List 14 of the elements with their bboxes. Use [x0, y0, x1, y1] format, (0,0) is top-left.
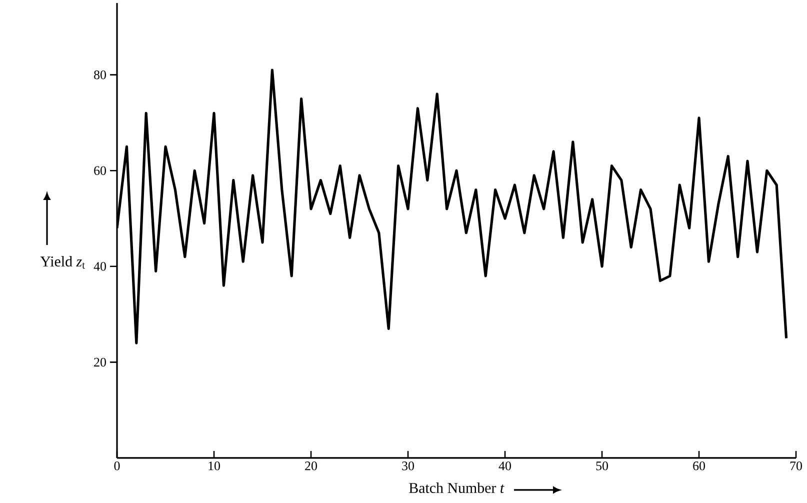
y-tick-label: 20	[94, 358, 106, 367]
y-axis-title: Yield z$_{t}$	[40, 256, 85, 269]
y-tick-label: 60	[94, 166, 106, 175]
y-tick-label: 80	[94, 70, 106, 80]
y-tick-label: 40	[94, 262, 106, 271]
x-tick-label: 10	[208, 462, 220, 470]
x-tick-label: 60	[693, 462, 705, 470]
x-tick-label: 70	[790, 462, 802, 470]
x-tick-label: 40	[498, 462, 511, 470]
x-tick-label: 20	[305, 462, 317, 470]
x-tick-label: 50	[596, 462, 608, 470]
x-tick-label: 30	[402, 462, 414, 470]
x-tick-label: 0	[114, 462, 120, 470]
x-axis-title: Batch Number t	[409, 482, 504, 494]
